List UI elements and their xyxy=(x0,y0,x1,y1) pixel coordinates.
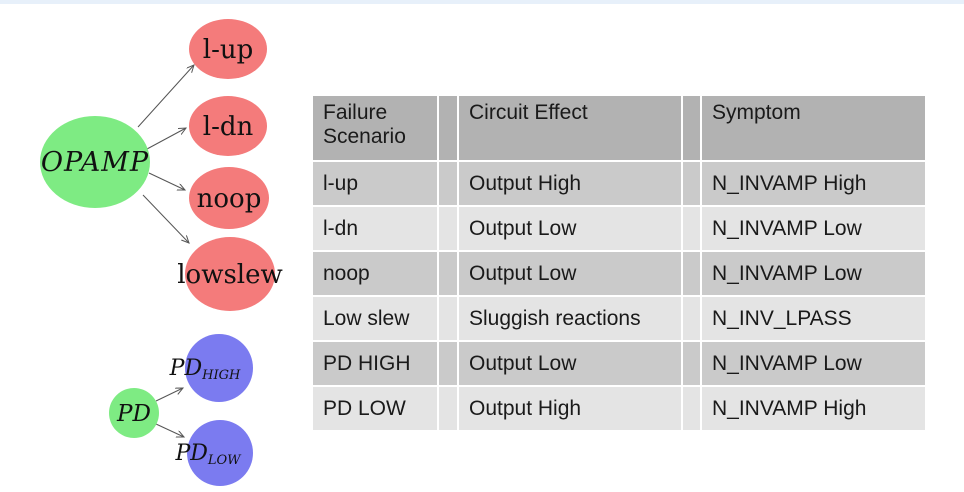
arrow-opamp-noop xyxy=(148,172,185,190)
spacer-cell xyxy=(439,162,457,205)
spacer-cell xyxy=(683,342,700,385)
cell-failure: noop xyxy=(313,252,437,295)
header-failure-scenario: Failure Scenario xyxy=(313,96,437,160)
arrow-opamp-ldn xyxy=(146,128,186,150)
cell-failure: PD LOW xyxy=(313,387,437,430)
lowslew-node: lowslew xyxy=(177,237,283,311)
pdlow-node: PDLOW xyxy=(174,420,253,486)
opamp-node-label: OPAMP xyxy=(41,147,149,178)
diagram-arrows xyxy=(137,65,194,437)
cell-effect: Output High xyxy=(459,162,681,205)
header-symptom: Symptom xyxy=(702,96,925,160)
cell-effect: Output Low xyxy=(459,252,681,295)
cell-failure: PD HIGH xyxy=(313,342,437,385)
table-header-row: Failure Scenario Circuit Effect Symptom xyxy=(313,96,925,160)
arrow-opamp-lowslew xyxy=(142,194,189,243)
header-circuit-effect: Circuit Effect xyxy=(459,96,681,160)
cell-failure: l-dn xyxy=(313,207,437,250)
noop-node-label: noop xyxy=(197,184,262,214)
spacer-cell xyxy=(683,297,700,340)
cell-failure: l-up xyxy=(313,162,437,205)
cell-effect: Output High xyxy=(459,387,681,430)
spacer-cell xyxy=(439,297,457,340)
table-row: Low slew Sluggish reactions N_INV_LPASS xyxy=(313,297,925,340)
cell-symptom: N_INVAMP Low xyxy=(702,252,925,295)
pdhigh-label-subscript: HIGH xyxy=(201,368,241,383)
arrow-pd-pdhigh xyxy=(155,388,183,402)
pd-node: PD xyxy=(109,388,159,438)
lup-node: l-up xyxy=(189,19,267,79)
noop-node: noop xyxy=(189,167,269,229)
pdhigh-label-base: PD xyxy=(169,356,203,381)
pd-node-label: PD xyxy=(116,401,151,427)
spacer-cell xyxy=(439,387,457,430)
table-row: l-dn Output Low N_INVAMP Low xyxy=(313,207,925,250)
spacer-cell xyxy=(683,162,700,205)
lowslew-node-label: lowslew xyxy=(177,260,283,290)
cell-symptom: N_INVAMP High xyxy=(702,387,925,430)
cell-effect: Output Low xyxy=(459,342,681,385)
pdhigh-node: PDHIGH xyxy=(169,334,253,402)
cell-effect: Output Low xyxy=(459,207,681,250)
cell-symptom: N_INVAMP Low xyxy=(702,342,925,385)
table-row: noop Output Low N_INVAMP Low xyxy=(313,252,925,295)
table-row: PD HIGH Output Low N_INVAMP Low xyxy=(313,342,925,385)
pdlow-node-label: PDLOW xyxy=(174,441,242,468)
fault-tree-diagram: OPAMP l-up l-dn noop lowslew PD PDHIGH P… xyxy=(40,19,283,486)
pdlow-label-subscript: LOW xyxy=(207,453,242,468)
fault-symptom-table: Failure Scenario Circuit Effect Symptom … xyxy=(311,94,927,432)
spacer-cell xyxy=(683,252,700,295)
pdlow-label-base: PD xyxy=(174,441,208,466)
cell-effect: Sluggish reactions xyxy=(459,297,681,340)
ldn-node-label: l-dn xyxy=(203,112,254,142)
spacer-cell xyxy=(439,342,457,385)
top-accent-strip xyxy=(0,0,964,4)
cell-symptom: N_INVAMP High xyxy=(702,162,925,205)
lup-node-label: l-up xyxy=(203,35,254,65)
cell-symptom: N_INVAMP Low xyxy=(702,207,925,250)
table-row: PD LOW Output High N_INVAMP High xyxy=(313,387,925,430)
table-row: l-up Output High N_INVAMP High xyxy=(313,162,925,205)
header-spacer-1 xyxy=(439,96,457,160)
pdhigh-node-label: PDHIGH xyxy=(169,356,241,383)
arrow-opamp-lup xyxy=(137,65,194,128)
cell-failure: Low slew xyxy=(313,297,437,340)
opamp-node: OPAMP xyxy=(40,116,150,208)
ldn-node: l-dn xyxy=(189,96,267,156)
header-spacer-2 xyxy=(683,96,700,160)
spacer-cell xyxy=(683,207,700,250)
cell-symptom: N_INV_LPASS xyxy=(702,297,925,340)
spacer-cell xyxy=(439,252,457,295)
arrow-pd-pdlow xyxy=(155,423,184,437)
spacer-cell xyxy=(683,387,700,430)
spacer-cell xyxy=(439,207,457,250)
